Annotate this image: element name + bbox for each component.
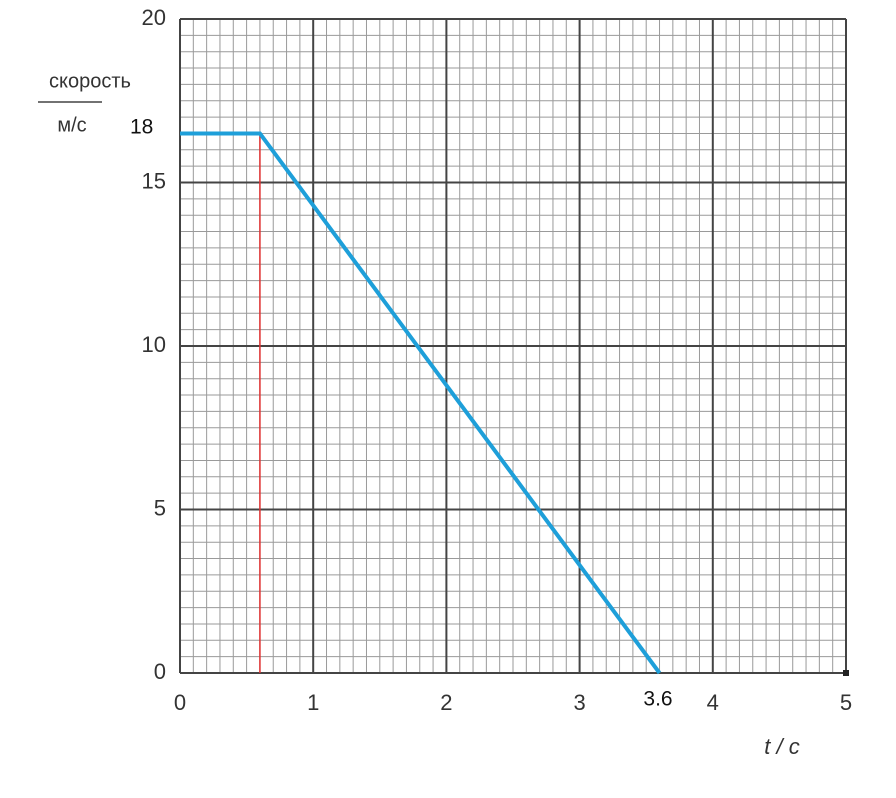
x-tick-label: 0 [174, 690, 186, 715]
y-tick-label: 20 [142, 5, 166, 30]
annotation: 3.6 [643, 688, 672, 711]
x-label: t / c [764, 734, 799, 759]
x-tick-label: 4 [707, 690, 719, 715]
y-tick-label: 10 [142, 332, 166, 357]
y-label-top: скорость [49, 70, 131, 92]
y-tick-label: 0 [154, 659, 166, 684]
x-tick-label: 2 [440, 690, 452, 715]
annotation: 18 [130, 116, 153, 139]
y-tick-label: 15 [142, 168, 166, 193]
y-label-bottom: м/с [57, 114, 86, 136]
axis-end-dot [843, 670, 849, 676]
data-line [180, 131, 662, 675]
y-tick-label: 5 [154, 495, 166, 520]
x-tick-label: 5 [840, 690, 852, 715]
x-tick-label: 3 [573, 690, 585, 715]
x-tick-label: 1 [307, 690, 319, 715]
